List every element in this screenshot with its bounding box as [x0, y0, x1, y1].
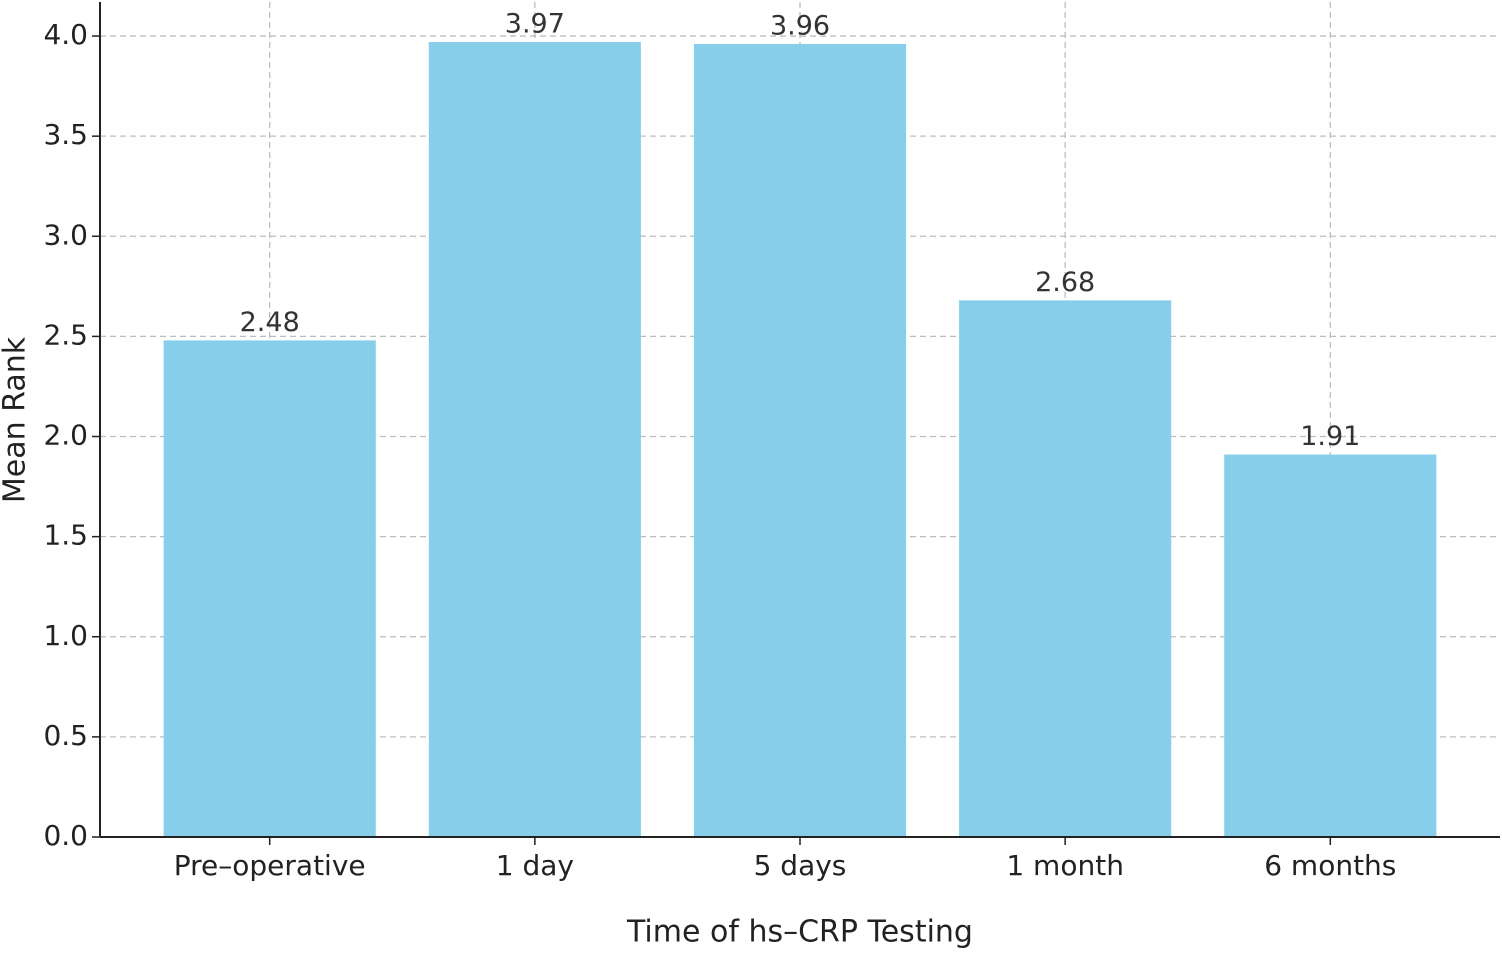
y-axis-label: Mean Rank	[0, 336, 33, 503]
y-tick-label: 2.0	[43, 419, 88, 452]
x-tick-label: Pre–operative	[174, 849, 366, 882]
bar	[959, 300, 1172, 837]
x-tick-label: 1 month	[1006, 849, 1124, 882]
bar	[693, 44, 907, 838]
x-tick-label: 5 days	[754, 849, 847, 882]
x-tick-label: 6 months	[1264, 849, 1396, 882]
bars	[163, 42, 1437, 838]
value-label: 3.96	[770, 11, 830, 42]
y-tick-label: 1.5	[43, 519, 88, 552]
y-tick-label: 3.0	[43, 218, 88, 251]
value-label: 3.97	[505, 9, 565, 40]
x-axis-label: Time of hs–CRP Testing	[626, 915, 973, 950]
value-label: 2.48	[240, 307, 300, 338]
y-tick-label: 4.0	[43, 18, 88, 51]
value-label: 1.91	[1300, 421, 1360, 452]
bar	[428, 42, 641, 837]
y-tick-label: 2.5	[43, 318, 88, 351]
y-tick-label: 3.5	[43, 118, 88, 151]
y-tick-label: 0.0	[43, 819, 88, 852]
y-tick-label: 1.0	[43, 619, 88, 652]
bar	[1224, 454, 1437, 837]
x-tick-label: 1 day	[496, 849, 574, 882]
value-label: 2.68	[1035, 267, 1095, 298]
y-tick-label: 0.5	[43, 719, 88, 752]
bar	[163, 340, 376, 837]
